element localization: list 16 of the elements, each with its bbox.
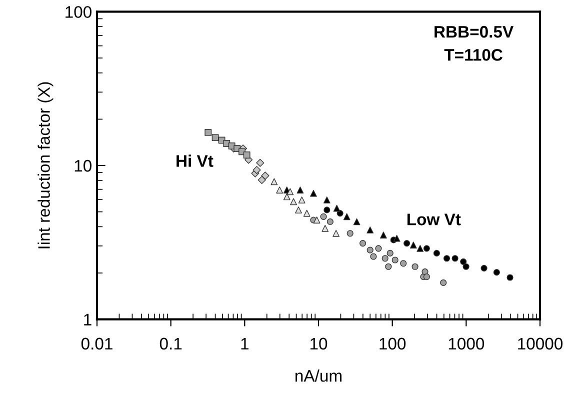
annotation: Low Vt [407,214,461,226]
x-tick-label: 0.1 [160,338,182,350]
y-tick-label: 1 [84,314,92,326]
y-tick-label: 10 [74,160,92,172]
x-tick-label: 0.01 [81,338,112,350]
y-axis-title: Iint reduction factor (X) [38,82,54,248]
annotation: RBB=0.5V [434,26,514,38]
x-tick-label: 100 [380,338,406,350]
x-axis-title: nA/um [296,370,342,382]
annotation: Hi Vt [176,154,214,167]
annotation: T=110C [444,48,503,61]
x-tick-label: 10000 [518,338,563,350]
y-tick-label: 100 [66,6,92,18]
x-tick-label: 10 [310,338,328,350]
x-tick-label: 1000 [448,338,484,350]
x-tick-label: 1 [241,338,248,350]
